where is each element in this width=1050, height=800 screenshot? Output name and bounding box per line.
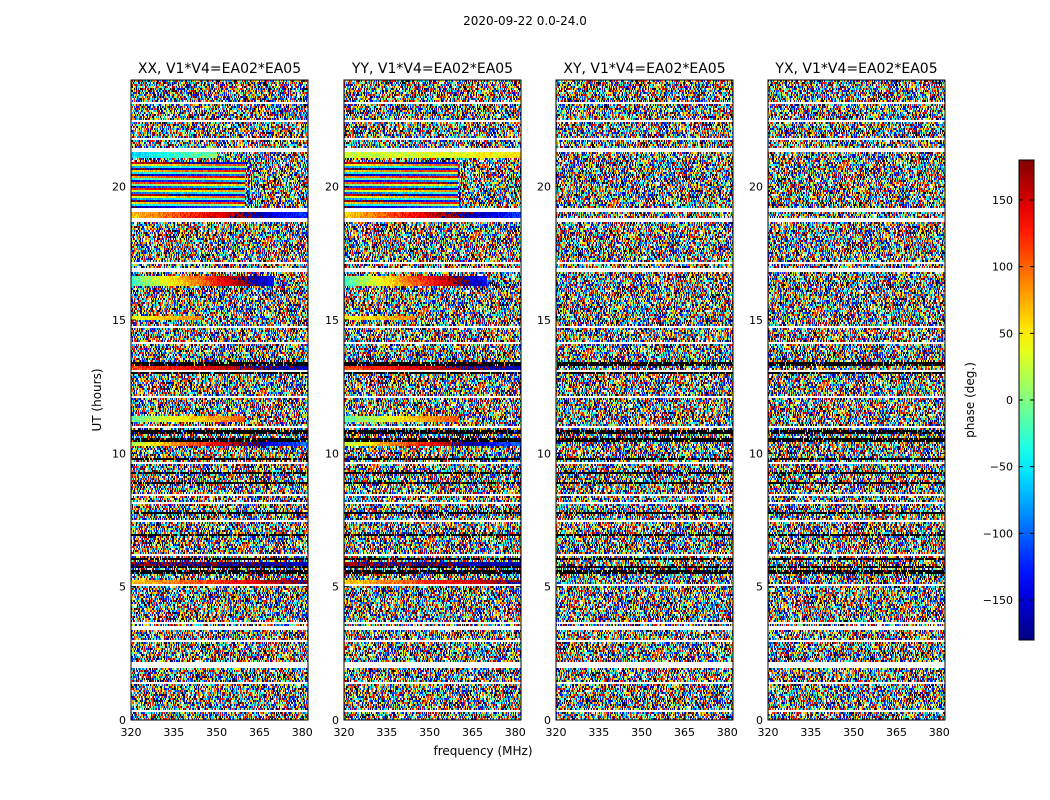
y-tick-label: 10 [325,447,339,460]
y-tick-label: 5 [119,581,126,594]
panel-frame [555,79,734,721]
y-tick-label: 0 [119,714,126,727]
x-tick-label: 365 [462,726,483,739]
panel-xy: XY, V1*V4=EA02*EA05 320 335 350 365 380 0 5 10 15… [537,61,738,739]
figure-title: 2020-09-22 0.0-24.0 [463,14,587,28]
x-tick-label: 335 [588,726,609,739]
y-tick-label: 15 [325,314,339,327]
y-tick-label: 5 [756,581,763,594]
colorbar-tick-label: −150 [983,594,1013,607]
phase-heatmap-yx [768,80,945,720]
x-tick-label: 380 [929,726,950,739]
y-tick-label: 0 [756,714,763,727]
panel-frame [767,79,946,721]
colorbar: −150 −100 −50 0 50 100 150 phase (deg.) [963,159,1035,641]
phase-heatmap-xx [131,80,308,720]
x-tick-label: 380 [505,726,526,739]
panel-yx: YX, V1*V4=EA02*EA05 320 335 350 365 380 0 5 10 15… [749,61,950,739]
y-tick-label: 15 [537,314,551,327]
y-tick-label: 20 [325,181,339,194]
colorbar-tick-label: −100 [983,527,1013,540]
panel-frame [343,79,522,721]
x-tick-label: 380 [292,726,313,739]
panel-title: YY, V1*V4=EA02*EA05 [351,61,513,77]
x-tick-label: 350 [631,726,652,739]
y-tick-label: 20 [749,181,763,194]
x-tick-label: 320 [546,726,567,739]
x-tick-label: 335 [376,726,397,739]
y-axis-label: UT (hours) [90,368,104,431]
panel-title: XX, V1*V4=EA02*EA05 [138,61,301,77]
panel-title: YX, V1*V4=EA02*EA05 [774,61,937,77]
panel-title: XY, V1*V4=EA02*EA05 [563,61,725,77]
panel-xx: XX, V1*V4=EA02*EA05 320 335 350 365 380 0 5 10 15… [112,61,313,739]
x-tick-label: 350 [843,726,864,739]
phase-heatmap-xy [556,80,733,720]
y-tick-label: 5 [332,581,339,594]
x-tick-label: 320 [758,726,779,739]
y-tick-label: 10 [749,447,763,460]
x-tick-label: 365 [674,726,695,739]
panel-frame [130,79,309,721]
x-tick-label: 350 [206,726,227,739]
colorbar-label: phase (deg.) [963,362,977,438]
y-tick-label: 20 [112,181,126,194]
x-tick-label: 335 [163,726,184,739]
x-tick-label: 365 [249,726,270,739]
y-tick-label: 15 [112,314,126,327]
x-tick-label: 320 [121,726,142,739]
colorbar-tick-label: 50 [999,327,1013,340]
x-tick-label: 320 [334,726,355,739]
y-tick-label: 5 [544,581,551,594]
x-tick-label: 380 [717,726,738,739]
x-axis-label: frequency (MHz) [433,744,532,758]
colorbar-tick-label: −50 [990,461,1013,474]
x-tick-label: 335 [800,726,821,739]
panels-group: XX, V1*V4=EA02*EA05 320 335 350 365 380 0 5 10 15… [112,61,950,739]
panel-yy: YY, V1*V4=EA02*EA05 320 335 350 365 380 0 5 10 15… [325,61,526,739]
phase-heatmap-yy [344,80,521,720]
y-tick-label: 15 [749,314,763,327]
colorbar-tick-label: 150 [992,194,1013,207]
y-tick-label: 0 [544,714,551,727]
y-tick-label: 0 [332,714,339,727]
y-tick-label: 10 [112,447,126,460]
colorbar-tick-label: 100 [992,261,1013,274]
x-tick-label: 365 [886,726,907,739]
y-tick-label: 20 [537,181,551,194]
colorbar-tick-label: 0 [1006,394,1013,407]
x-tick-label: 350 [419,726,440,739]
y-tick-label: 10 [537,447,551,460]
